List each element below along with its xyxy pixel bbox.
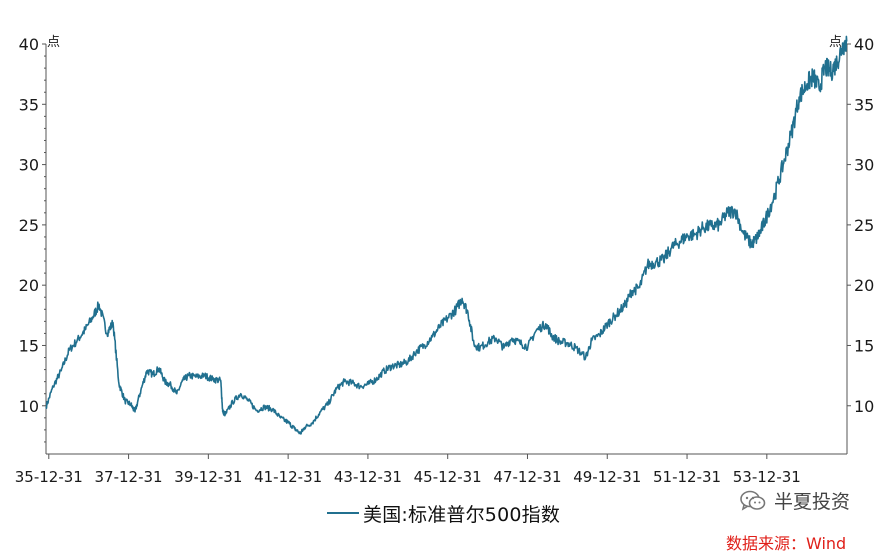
left-axis-unit: 点 xyxy=(47,35,60,50)
x-tick-label: 39-12-31 xyxy=(174,468,242,486)
x-tick-label: 53-12-31 xyxy=(733,468,801,486)
left-y-tick-label: 15 xyxy=(19,336,39,355)
legend: 美国:标准普尔500指数 xyxy=(327,500,560,526)
source-note: 数据来源：Wind xyxy=(726,534,847,553)
right-y-tick-label: 35 xyxy=(854,95,874,114)
right-y-tick-label: 10 xyxy=(854,397,874,416)
right-axis-unit: 点 xyxy=(829,35,842,50)
x-tick-label: 37-12-31 xyxy=(95,468,163,486)
left-y-tick-label: 30 xyxy=(19,156,39,175)
left-y-tick-label: 20 xyxy=(19,276,39,295)
line-chart: 10 10 15 15 20 20 25 25 30 30 35 35 40 40 35-12-31 37-1… xyxy=(15,35,875,486)
left-y-tick-label: 35 xyxy=(19,95,39,114)
right-y-tick-label: 20 xyxy=(854,276,874,295)
x-tick-label: 43-12-31 xyxy=(334,468,402,486)
x-tick-label: 45-12-31 xyxy=(414,468,482,486)
left-y-tick-label: 40 xyxy=(19,35,39,54)
sp500-series-line xyxy=(45,35,848,435)
left-y-tick-label: 10 xyxy=(19,397,39,416)
legend-label: 美国:标准普尔500指数 xyxy=(363,503,561,526)
x-tick-label: 49-12-31 xyxy=(573,468,641,486)
left-y-tick-label: 25 xyxy=(19,216,39,235)
ticks: 10 10 15 15 20 20 25 25 30 30 35 35 40 40 35-12-31 37-1… xyxy=(15,35,875,486)
x-tick-label: 35-12-31 xyxy=(15,468,83,486)
x-tick-label: 41-12-31 xyxy=(254,468,322,486)
watermark-text: 半夏投资 xyxy=(774,491,851,513)
axes xyxy=(45,44,848,455)
right-y-tick-label: 30 xyxy=(854,156,874,175)
watermark: 半夏投资 xyxy=(740,487,850,514)
right-y-tick-label: 15 xyxy=(854,336,874,355)
x-tick-label: 47-12-31 xyxy=(493,468,561,486)
right-y-tick-label: 25 xyxy=(854,216,874,235)
x-tick-label: 51-12-31 xyxy=(653,468,721,486)
right-y-tick-label: 40 xyxy=(854,35,874,54)
wechat-icon xyxy=(740,490,766,511)
legend-swatch xyxy=(327,512,359,514)
series-layer xyxy=(45,35,848,435)
